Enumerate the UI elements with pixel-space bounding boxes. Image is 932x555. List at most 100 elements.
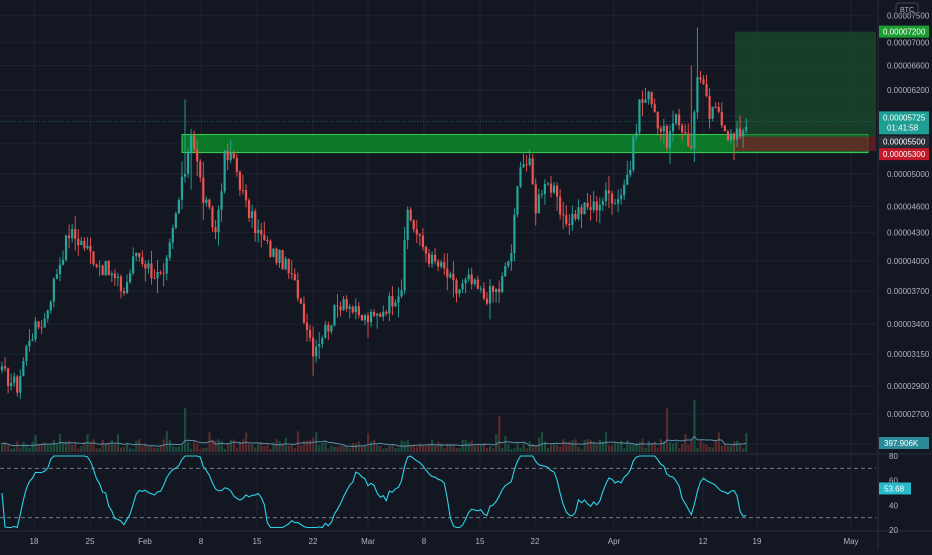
candle-body <box>668 131 672 148</box>
volume-bar <box>379 445 382 452</box>
candle-body <box>742 130 745 137</box>
volume-value-label: 397.906K <box>884 439 919 448</box>
candle-body <box>80 240 83 246</box>
volume-bar <box>720 446 723 452</box>
volume-bar <box>476 443 479 452</box>
candle-body <box>376 313 379 316</box>
position-target-area[interactable] <box>735 31 876 137</box>
candle-body <box>559 196 562 215</box>
volume-bar <box>126 442 129 452</box>
volume-bar <box>345 446 348 452</box>
candle-body <box>208 199 211 208</box>
volume-bar <box>318 445 321 452</box>
volume-bar <box>284 437 287 452</box>
candle-body <box>174 213 177 228</box>
entry-price-label: 0.00005500 <box>883 138 926 147</box>
candle-body <box>49 301 52 311</box>
candle-body <box>418 234 421 236</box>
candle-body <box>519 167 522 187</box>
volume-bar <box>644 447 647 452</box>
volume-bar <box>211 439 214 452</box>
candle-body <box>589 207 592 210</box>
candle-body <box>507 261 510 267</box>
volume-bar <box>150 446 153 452</box>
candle-body <box>702 79 705 85</box>
candle-body <box>180 176 184 200</box>
volume-bar <box>443 448 446 452</box>
volume-bar <box>174 447 178 452</box>
time-tick-label: 22 <box>531 537 540 546</box>
candle-body <box>613 203 617 205</box>
candle-body <box>3 366 7 369</box>
volume-bar <box>559 446 562 452</box>
candle-body <box>263 234 266 240</box>
candle-body <box>687 133 690 146</box>
volume-bar <box>180 443 184 452</box>
volume-bar <box>248 443 251 452</box>
volume-bar <box>568 441 571 452</box>
volume-bar <box>193 439 196 452</box>
volume-bar <box>184 408 187 452</box>
time-tick-label: 15 <box>476 537 485 546</box>
volume-bar <box>672 443 675 452</box>
volume-bar <box>13 447 16 452</box>
volume-bar <box>229 439 232 452</box>
candle-body <box>540 194 543 196</box>
volume-bar <box>418 443 422 452</box>
volume-bar <box>235 447 239 452</box>
currency-badge[interactable]: BTC <box>895 2 919 16</box>
volume-bar <box>705 444 708 452</box>
volume-bar <box>1 442 4 452</box>
rsi-tick-label: 40 <box>889 501 898 510</box>
volume-bar <box>620 440 623 452</box>
time-tick-label: May <box>843 537 858 546</box>
time-tick-label: Apr <box>608 537 621 546</box>
volume-bar <box>373 439 376 452</box>
candle-body <box>534 184 537 214</box>
candle-body <box>360 314 363 321</box>
volume-bar <box>354 443 357 452</box>
candle-body <box>385 311 388 314</box>
price-tick-label: 0.00007000 <box>887 39 930 48</box>
position-stop-area[interactable] <box>735 136 876 152</box>
volume-bar <box>708 446 711 452</box>
candle-body <box>543 183 546 195</box>
candle-body <box>449 273 452 278</box>
volume-bar <box>745 433 748 452</box>
volume-bar <box>434 444 437 452</box>
stop-price-label: 0.00005300 <box>883 150 926 159</box>
candle-body <box>257 229 260 234</box>
volume-bar <box>668 441 672 452</box>
volume-bar <box>19 448 22 452</box>
volume-bar <box>601 441 605 452</box>
candle-body <box>287 258 290 274</box>
volume-ma-line <box>2 435 747 448</box>
volume-bar <box>31 441 34 452</box>
candle-body <box>22 361 25 376</box>
volume-bar <box>199 448 202 452</box>
candle-body <box>577 207 580 219</box>
bar-countdown-label: 01:41:58 <box>887 123 919 132</box>
volume-bar <box>299 445 303 452</box>
volume-bar <box>473 445 476 452</box>
volume-bar <box>684 434 687 452</box>
volume-bar <box>92 439 95 452</box>
candle-body <box>336 305 339 307</box>
candle-body <box>74 229 77 239</box>
volume-bar <box>693 400 696 452</box>
candle-body <box>308 329 312 338</box>
candle-body <box>71 229 74 239</box>
volume-bar <box>632 444 635 452</box>
candle-body <box>537 194 540 214</box>
volume-bar <box>62 441 65 452</box>
candle-body <box>251 211 254 218</box>
volume-bar <box>571 440 574 452</box>
candle-body <box>739 128 742 137</box>
candle-body <box>678 114 681 126</box>
candle-body <box>647 91 650 100</box>
stop-price-tag <box>879 148 929 161</box>
candle-body <box>342 299 345 311</box>
volume-bar <box>269 448 272 452</box>
